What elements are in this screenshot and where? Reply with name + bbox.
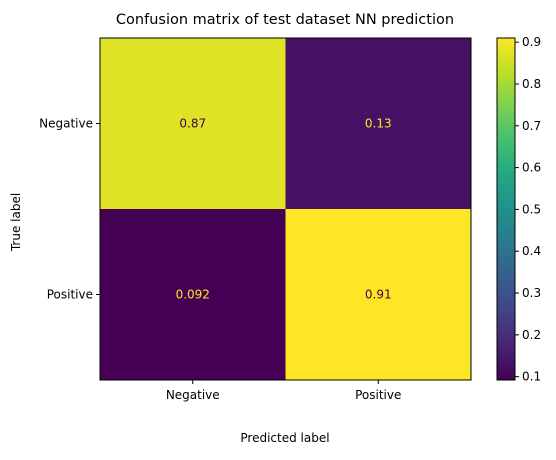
- colorbar-tick-label: 0.6: [522, 161, 541, 175]
- matrix-cells: [100, 38, 471, 380]
- colorbar-tick-label: 0.1: [522, 370, 541, 384]
- colorbar-tick-label: 0.9: [522, 35, 541, 49]
- matrix-cell: [100, 38, 286, 209]
- x-axis-label: Predicted label: [240, 431, 329, 445]
- y-axis-label: True label: [9, 193, 23, 252]
- colorbar-tick-label: 0.2: [522, 328, 541, 342]
- y-axis-ticks: Negative Positive: [39, 117, 100, 302]
- y-tick-label: Positive: [47, 288, 93, 302]
- matrix-cell: [100, 209, 286, 380]
- chart-title: Confusion matrix of test dataset NN pred…: [116, 12, 454, 28]
- colorbar-tick-label: 0.4: [522, 244, 541, 258]
- x-tick-label: Positive: [355, 388, 401, 402]
- x-axis-ticks: Negative Positive: [166, 380, 401, 402]
- x-tick-label: Negative: [166, 388, 220, 402]
- matrix-cell-labels: 0.87 0.13 0.092 0.91: [176, 117, 392, 302]
- y-tick-label: Negative: [39, 117, 93, 131]
- matrix-cell: [285, 209, 471, 380]
- colorbar: [496, 37, 516, 381]
- cell-value-label: 0.13: [365, 117, 392, 131]
- cell-value-label: 0.092: [176, 288, 210, 302]
- matrix-cell: [285, 38, 471, 209]
- colorbar-ticks: 0.1 0.2 0.3 0.4 0.5 0.6 0.7 0.8 0.9: [515, 35, 541, 384]
- colorbar-tick-label: 0.7: [522, 119, 541, 133]
- cell-value-label: 0.91: [365, 288, 392, 302]
- plot-frame: [99, 37, 472, 381]
- cell-value-label: 0.87: [179, 117, 206, 131]
- colorbar-tick-label: 0.3: [522, 286, 541, 300]
- colorbar-tick-label: 0.8: [522, 77, 541, 91]
- colorbar-tick-label: 0.5: [522, 202, 541, 216]
